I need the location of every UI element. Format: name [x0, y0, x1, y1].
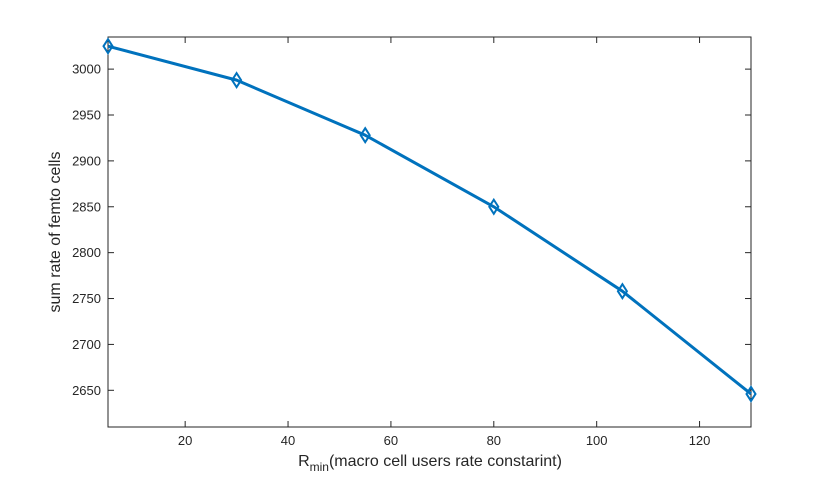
- series-layer: [102, 37, 757, 403]
- x-axis-ticks: 20 40 60 80 100 120: [178, 37, 710, 448]
- y-tick-label: 2750: [72, 291, 101, 306]
- x-tick-label: 100: [586, 433, 608, 448]
- x-tick-label: 80: [487, 433, 501, 448]
- y-tick-label: 2950: [72, 108, 101, 123]
- x-tick-label: 120: [689, 433, 711, 448]
- y-tick-label: 2850: [72, 199, 101, 214]
- diamond-marker: [102, 37, 114, 56]
- plot-area: [107, 36, 752, 428]
- x-axis-title-rest: (macro cell users rate constarint): [329, 453, 562, 470]
- y-tick-label: 3000: [72, 62, 101, 77]
- x-axis-title-subscript: min: [310, 460, 329, 474]
- y-axis-ticks: 2650 2700 2750 2800 2850 2900 2950 3000: [72, 62, 751, 398]
- diamond-marker: [745, 385, 757, 403]
- y-tick-label: 2700: [72, 337, 101, 352]
- diamond-marker: [359, 126, 371, 145]
- diamond-marker: [230, 71, 243, 89]
- y-tick-label: 2650: [72, 383, 101, 398]
- y-tick-label: 2900: [72, 153, 101, 168]
- x-axis-title-main: R: [298, 453, 310, 470]
- x-tick-label: 20: [178, 433, 192, 448]
- x-tick-label: 60: [384, 433, 398, 448]
- y-tick-label: 2800: [72, 245, 101, 260]
- y-axis-title: sum rate of femto cells: [47, 152, 64, 313]
- diamond-marker: [488, 197, 500, 216]
- series-line: [107, 44, 752, 396]
- x-tick-label: 40: [281, 433, 295, 448]
- x-axis-title: Rmin(macro cell users rate constarint): [298, 453, 562, 474]
- diamond-marker: [616, 282, 629, 301]
